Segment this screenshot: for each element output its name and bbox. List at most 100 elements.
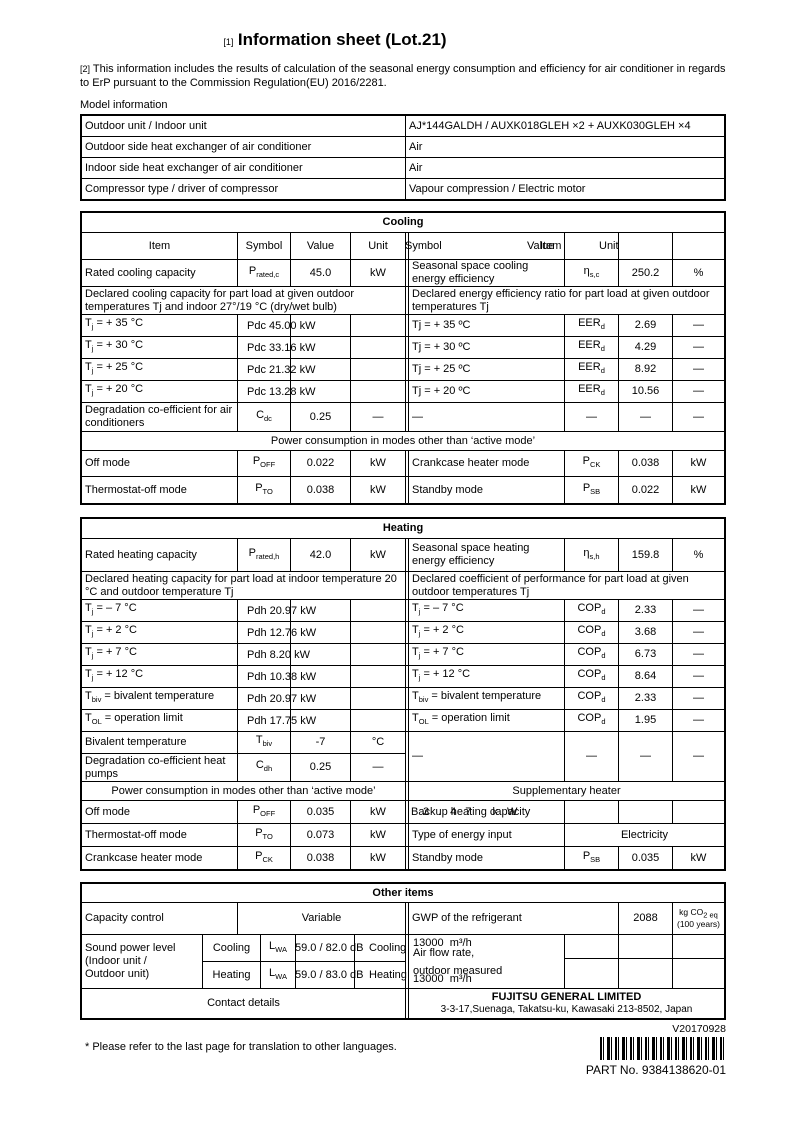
unit-cell-text: — bbox=[693, 750, 704, 762]
item-cell: Tj = + 7 °C bbox=[409, 644, 564, 665]
half-table-divider bbox=[405, 666, 409, 687]
value-cell: 1.95 bbox=[618, 710, 672, 731]
symbol-cell-text: EERd bbox=[578, 339, 605, 354]
unit-cell-text: kW bbox=[370, 483, 386, 496]
value-cell: 0.25 bbox=[290, 754, 350, 781]
item-cell-text: Degradation co-efficient for air conditi… bbox=[85, 404, 233, 429]
part-load-row: Tj = + 30 °C Pdc 33.16 kW Tj = + 30 ºC EERd… bbox=[82, 336, 724, 358]
half-table-divider bbox=[405, 801, 409, 823]
value-cell bbox=[290, 688, 350, 709]
model-value-cell-text: Air bbox=[409, 161, 423, 174]
half-table-divider bbox=[405, 903, 409, 934]
value-cell: 0.038 bbox=[290, 847, 350, 869]
value-cell bbox=[290, 666, 350, 687]
value-cell-text: 0.022 bbox=[631, 483, 660, 496]
item-cell-text: Standby mode bbox=[412, 483, 483, 496]
power-row: Thermostat-off mode PTO 0.073 kW Type of ene… bbox=[82, 823, 724, 846]
value-cell-text: 4.29 bbox=[634, 341, 657, 353]
value-cell: 8.64 bbox=[618, 666, 672, 687]
unit-cell: — bbox=[672, 315, 724, 336]
capacity-control-value: Variable bbox=[237, 903, 405, 934]
item-cell: TOL = operation limit bbox=[82, 710, 237, 731]
value-cell-text: 0.038 bbox=[631, 457, 660, 469]
item-cell-text: Tj = + 20 °C bbox=[85, 383, 144, 398]
part-load-row: Tj = + 2 °C Pdh 12.76 kW Tj = + 2 °C COPd 3.… bbox=[82, 621, 724, 643]
model-value-cell: Vapour compression / Electric motor bbox=[405, 179, 724, 199]
item-cell-text: Tj = + 7 °C bbox=[412, 646, 464, 661]
page-content: [2] This information includes the result… bbox=[80, 62, 730, 1130]
value-cell: 2.33 bbox=[618, 688, 672, 709]
cell-border bbox=[564, 958, 724, 959]
table-row: Rated heating capacity Prated,h 42.0 kW Seas… bbox=[82, 538, 724, 571]
unit-cell: — bbox=[672, 600, 724, 621]
symbol-cell-text: ηs,h bbox=[583, 546, 600, 562]
declared-row: Declared cooling capacity for part load … bbox=[82, 286, 724, 314]
unit-cell: — bbox=[672, 666, 724, 687]
symbol-cell-text: Cdh bbox=[255, 759, 273, 774]
item-cell-text: Crankcase heater mode bbox=[85, 851, 203, 864]
half-table-divider bbox=[405, 710, 409, 731]
degradation-row: Degradation co-efficient heat pumps Cdh 0.… bbox=[82, 753, 405, 781]
unit-cell-text: — bbox=[693, 363, 704, 375]
model-label-cell: Indoor side heat exchanger of air condit… bbox=[82, 158, 405, 178]
unit-cell: % bbox=[672, 260, 724, 286]
symbol-cell-text: Prated,c bbox=[248, 264, 280, 280]
item-cell: Off mode bbox=[82, 801, 237, 823]
sound-symbol-cell: LWA bbox=[260, 935, 295, 961]
symbol-cell-text: Tbiv bbox=[255, 734, 273, 749]
unit-cell: — bbox=[672, 381, 724, 402]
gwp-label: GWP of the refrigerant bbox=[409, 903, 618, 934]
supplementary-heater-band: Supplementary heater bbox=[409, 782, 724, 800]
model-label-cell-text: Indoor side heat exchanger of air condit… bbox=[85, 161, 303, 174]
value-cell: — bbox=[618, 732, 672, 781]
item-cell: Tj = + 12 °C bbox=[82, 666, 237, 687]
heating-table: Heating Rated heating capacity Prated,h 42.… bbox=[80, 517, 726, 871]
other-items-table: Other items Capacity control Variable GWP o… bbox=[80, 882, 726, 1020]
item-cell-text: Rated heating capacity bbox=[85, 548, 197, 561]
item-cell-text: Tj = + 30 ºC bbox=[412, 341, 471, 353]
item-cell: Degradation co-efficient for air conditi… bbox=[82, 403, 237, 431]
half-table-divider bbox=[405, 824, 409, 846]
item-cell: Thermostat-off mode bbox=[82, 477, 237, 503]
item-cell: Tj = + 25 °C bbox=[82, 359, 237, 380]
intro-ref: [2] bbox=[80, 64, 91, 74]
model-info-row: Compressor type / driver of compressor Va… bbox=[82, 178, 724, 199]
symbol-cell-text: Cdc bbox=[256, 408, 272, 424]
unit-cell-text: kW bbox=[370, 266, 386, 279]
symbol-cell: PTO bbox=[237, 477, 290, 503]
power-band-left-text: Power consumption in modes other than ‘a… bbox=[111, 784, 376, 797]
symbol-cell-text: COPd bbox=[577, 602, 606, 617]
item-cell: Tj = + 7 °C bbox=[82, 644, 237, 665]
unit-cell bbox=[672, 801, 724, 823]
unit-cell: kW bbox=[350, 539, 405, 571]
item-cell-text: Thermostat-off mode bbox=[85, 483, 187, 496]
model-label-cell-text: Compressor type / driver of compressor bbox=[85, 182, 279, 195]
item-cell-text: Seasonal space heating energy efficiency bbox=[412, 542, 530, 567]
capacity-control-label: Capacity control bbox=[82, 903, 237, 934]
symbol-cell-text: PCK bbox=[582, 455, 601, 470]
unit-cell: kW bbox=[672, 451, 724, 476]
company-address: 3-3-17,Suenaga, Takatsu-ku, Kawasaki 213… bbox=[440, 1004, 693, 1015]
col-header-symbol: Symbol bbox=[237, 233, 290, 259]
table-title-text: Heating bbox=[382, 522, 424, 534]
symbol-cell: COPd bbox=[564, 688, 618, 709]
unit-cell-text: — bbox=[693, 604, 704, 616]
unit-cell-text: — bbox=[693, 319, 704, 331]
item-cell: Thermostat-off mode bbox=[82, 824, 237, 846]
symbol-cell: Prated,h bbox=[237, 539, 290, 571]
item-cell-text: Tj = + 30 °C bbox=[85, 339, 144, 354]
value-cell: 3.68 bbox=[618, 622, 672, 643]
contact-row: Contact details FUJITSU GENERAL LIMITED 3-… bbox=[82, 988, 724, 1018]
contact-info: FUJITSU GENERAL LIMITED 3-3-17,Suenaga, T… bbox=[409, 989, 724, 1018]
symbol-cell: Tbiv bbox=[237, 732, 290, 753]
symbol-cell-text: PTO bbox=[255, 481, 273, 497]
value-cell: 0.038 bbox=[618, 451, 672, 476]
item-cell-text: Tj = + 2 °C bbox=[412, 624, 464, 639]
symbol-cell-text: EERd bbox=[578, 317, 605, 332]
sound-row: Cooling LWA bbox=[202, 935, 405, 961]
item-cell-text: Tj = – 7 °C bbox=[412, 602, 464, 617]
sound-rows-stack: Cooling LWA Heating LWA bbox=[202, 935, 405, 989]
half-table-divider bbox=[405, 732, 409, 781]
value-cell: 0.035 bbox=[618, 847, 672, 869]
item-cell: — bbox=[409, 732, 564, 781]
